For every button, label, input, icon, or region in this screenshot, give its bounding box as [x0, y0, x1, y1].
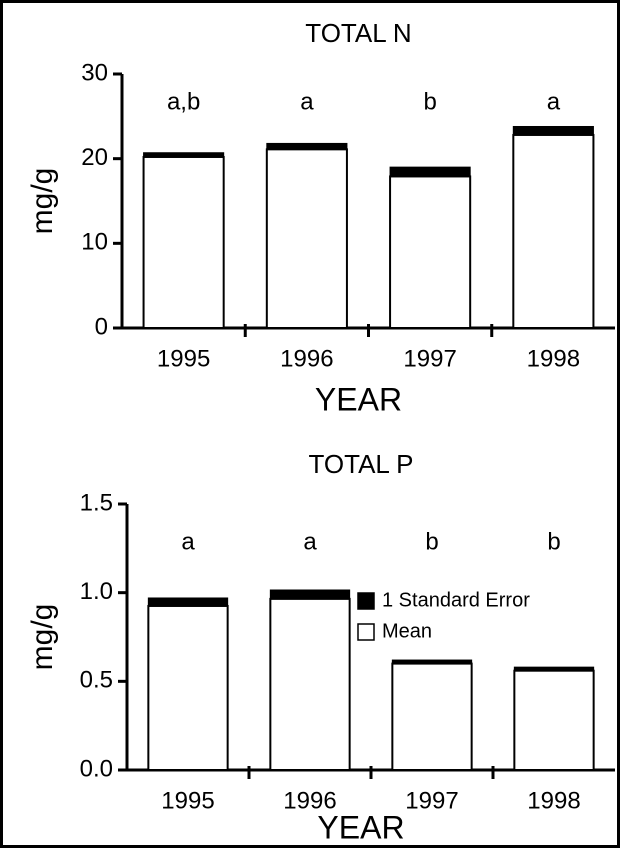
chart-title: TOTAL N — [305, 18, 411, 48]
significance-label: a — [303, 528, 317, 555]
y-axis-label: mg/g — [26, 168, 59, 235]
y-tick-label: 20 — [81, 144, 108, 171]
x-tick-label: 1997 — [405, 787, 458, 814]
y-tick-label: 0.0 — [80, 755, 113, 782]
y-tick-label: 0.5 — [80, 667, 113, 694]
y-tick-label: 10 — [81, 229, 108, 256]
significance-label: b — [423, 88, 436, 115]
bar — [512, 133, 595, 329]
x-axis-label: YEAR — [315, 381, 402, 417]
x-tick-label: 1995 — [157, 345, 210, 372]
y-tick-label: 1.5 — [80, 489, 113, 516]
x-tick-label: 1998 — [527, 345, 580, 372]
error-bar — [391, 659, 473, 665]
error-bar — [269, 589, 351, 600]
y-tick-label: 1.0 — [80, 578, 113, 605]
legend-swatch — [357, 592, 375, 610]
bar — [142, 155, 225, 329]
error-bar — [512, 125, 594, 136]
error-bar — [147, 597, 229, 607]
significance-label: a — [547, 88, 561, 115]
error-bar — [266, 142, 348, 150]
bar — [391, 662, 473, 771]
y-tick-label: 30 — [81, 59, 108, 86]
error-bar — [389, 166, 471, 177]
x-tick-label: 1997 — [403, 345, 456, 372]
x-tick-label: 1995 — [161, 787, 214, 814]
legend-label: 1 Standard Error — [382, 589, 530, 611]
y-axis-label: mg/g — [26, 604, 59, 671]
chart-title: TOTAL P — [309, 449, 414, 479]
significance-label: b — [547, 528, 560, 555]
error-bar — [143, 152, 225, 158]
bar — [389, 175, 472, 329]
legend-swatch — [357, 623, 375, 641]
error-bar — [513, 666, 595, 672]
x-tick-label: 1998 — [527, 787, 580, 814]
significance-label: b — [425, 528, 438, 555]
x-tick-label: 1996 — [280, 345, 333, 372]
legend-label: Mean — [382, 620, 432, 642]
significance-label: a — [300, 88, 314, 115]
bar — [269, 597, 351, 772]
x-axis-label: YEAR — [317, 809, 404, 845]
bar — [147, 604, 229, 772]
significance-label: a,b — [167, 88, 200, 115]
y-tick-label: 0 — [95, 313, 108, 340]
significance-label: a — [181, 528, 195, 555]
bar — [265, 148, 348, 329]
x-tick-label: 1996 — [283, 787, 336, 814]
bar — [513, 669, 595, 772]
